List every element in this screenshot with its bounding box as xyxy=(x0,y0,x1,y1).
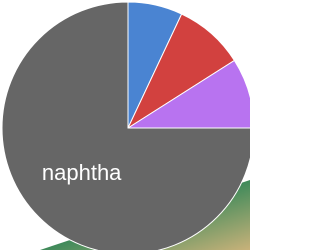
slice-label: naphtha xyxy=(42,160,122,185)
page: {"chart_data": {"type": "pie", "categori… xyxy=(0,0,250,250)
chart: naphtha xyxy=(0,0,250,250)
pie: naphtha xyxy=(2,2,250,250)
